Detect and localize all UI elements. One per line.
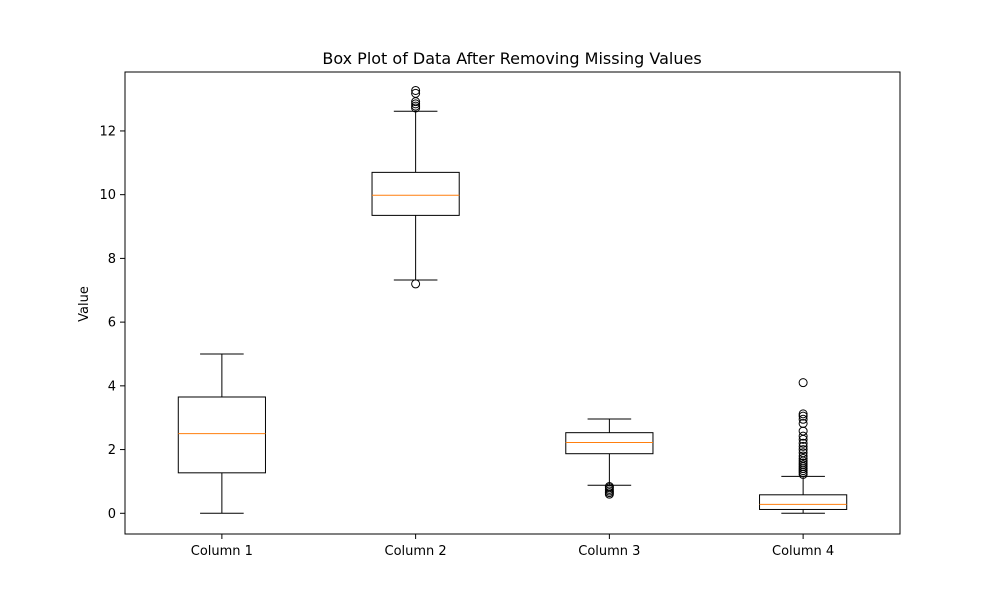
y-tick-label: 0 — [108, 507, 116, 522]
outlier-point — [411, 99, 421, 109]
outlier-point — [798, 414, 808, 424]
outlier-point — [798, 441, 808, 451]
outlier-point — [798, 451, 808, 461]
x-tick-label: Column 2 — [385, 544, 447, 559]
iqr-box — [759, 494, 848, 510]
outlier-point — [604, 482, 614, 492]
plot-area: 0 2 4 6 8 10 12 Column 1 Column 2 Column 3 Column … — [99, 85, 848, 559]
y-tick-label: 4 — [108, 379, 116, 394]
outlier-point — [798, 418, 808, 428]
outlier-point — [798, 411, 808, 421]
outlier-point — [798, 445, 808, 455]
plot-frame — [124, 71, 901, 535]
outlier-point — [411, 101, 421, 111]
outlier-point — [411, 88, 421, 98]
outlier-point — [798, 448, 808, 458]
x-tick-label: Column 1 — [191, 544, 253, 559]
outlier-point — [411, 279, 421, 289]
outlier-point — [798, 431, 808, 441]
iqr-box — [177, 396, 266, 474]
y-tick-label: 12 — [99, 124, 116, 139]
y-tick-label: 2 — [108, 443, 116, 458]
outlier-point — [798, 453, 808, 463]
y-tick-label: 6 — [108, 316, 116, 331]
iqr-box — [565, 432, 654, 455]
outlier-point — [798, 378, 808, 388]
outlier-point — [411, 85, 421, 95]
outlier-point — [798, 426, 808, 436]
outlier-point — [798, 438, 808, 448]
iqr-box — [371, 171, 460, 216]
chart-title: Box Plot of Data After Removing Missing … — [322, 49, 701, 68]
x-tick-label: Column 4 — [772, 544, 834, 559]
x-tick-label: Column 3 — [578, 544, 640, 559]
y-tick-label: 10 — [99, 188, 116, 203]
y-tick-label: 8 — [108, 252, 116, 267]
outlier-point — [798, 409, 808, 419]
y-axis-label: Value — [77, 286, 92, 322]
